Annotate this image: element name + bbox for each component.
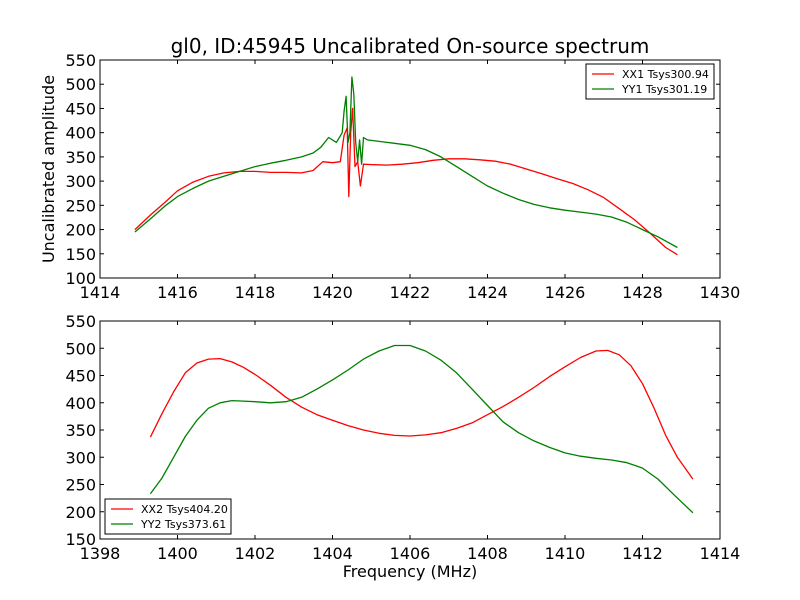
x-tick-label: 1424: [467, 283, 508, 302]
x-tick-label: 1416: [157, 283, 198, 302]
x-tick-label: 1414: [700, 544, 741, 563]
y-tick-label: 500: [65, 339, 96, 358]
y-tick-label: 400: [65, 394, 96, 413]
legend-label-yy2: YY2 Tsys373.61: [140, 518, 226, 531]
bottom-series-group: [149, 344, 694, 514]
top-plot-frame: [99, 59, 721, 279]
bottom-legend: XX2 Tsys404.20 YY2 Tsys373.61: [104, 498, 232, 535]
series-line-xx2: [149, 349, 694, 480]
top-legend-box: [585, 63, 715, 100]
y-tick-label: 300: [65, 448, 96, 467]
top-ticks: 1414 1416 1418 1420 1422 1424 1426 1428 1430 100 1…: [65, 51, 740, 302]
y-tick-label: 350: [65, 148, 96, 167]
y-tick-label: 350: [65, 421, 96, 440]
y-tick-label: 100: [65, 269, 96, 288]
x-tick-label: 1398: [80, 544, 121, 563]
bottom-ticks: 1398 1400 1402 1404 1406 1408 1410 1412 1414 150 2…: [65, 312, 740, 563]
legend-label-xx2: XX2 Tsys404.20: [141, 503, 228, 516]
bottom-plot-frame: [99, 320, 721, 540]
x-tick-label: 1408: [467, 544, 508, 563]
x-tick-label: 1426: [545, 283, 586, 302]
top-y-axis-label: Uncalibrated amplitude: [39, 75, 58, 263]
chart-title: gl0, ID:45945 Uncalibrated On-source spe…: [171, 34, 650, 58]
y-tick-label: 550: [65, 51, 96, 70]
bottom-legend-box: [104, 498, 232, 535]
y-tick-label: 250: [65, 196, 96, 215]
x-tick-label: 1412: [622, 544, 663, 563]
legend-label-yy1: YY1 Tsys301.19: [621, 83, 707, 96]
y-tick-label: 550: [65, 312, 96, 331]
x-tick-label: 1406: [390, 544, 431, 563]
x-tick-label: 1402: [235, 544, 276, 563]
y-tick-label: 200: [65, 503, 96, 522]
x-tick-label: 1404: [312, 544, 353, 563]
x-tick-label: 1422: [390, 283, 431, 302]
y-tick-label: 150: [65, 530, 96, 549]
y-tick-label: 400: [65, 124, 96, 143]
x-tick-label: 1430: [700, 283, 741, 302]
series-line-yy1: [134, 76, 678, 249]
y-tick-label: 250: [65, 476, 96, 495]
y-tick-label: 450: [65, 99, 96, 118]
x-tick-label: 1410: [545, 544, 586, 563]
x-axis-label: Frequency (MHz): [343, 562, 477, 581]
x-tick-label: 1418: [235, 283, 276, 302]
y-tick-label: 300: [65, 172, 96, 191]
legend-label-xx1: XX1 Tsys300.94: [622, 68, 709, 81]
x-tick-label: 1428: [622, 283, 663, 302]
series-line-yy2: [149, 344, 694, 514]
bottom-plot: 1398 1400 1402 1404 1406 1408 1410 1412 1414 150 2…: [65, 312, 740, 581]
y-tick-label: 500: [65, 75, 96, 94]
top-series-group: [134, 76, 678, 256]
x-tick-label: 1414: [80, 283, 121, 302]
x-tick-label: 1420: [312, 283, 353, 302]
top-plot: gl0, ID:45945 Uncalibrated On-source spe…: [39, 34, 740, 302]
y-tick-label: 200: [65, 221, 96, 240]
series-line-xx1: [134, 107, 678, 256]
y-tick-label: 450: [65, 367, 96, 386]
y-tick-label: 150: [65, 245, 96, 264]
top-legend: XX1 Tsys300.94 YY1 Tsys301.19: [585, 63, 715, 100]
x-tick-label: 1400: [157, 544, 198, 563]
